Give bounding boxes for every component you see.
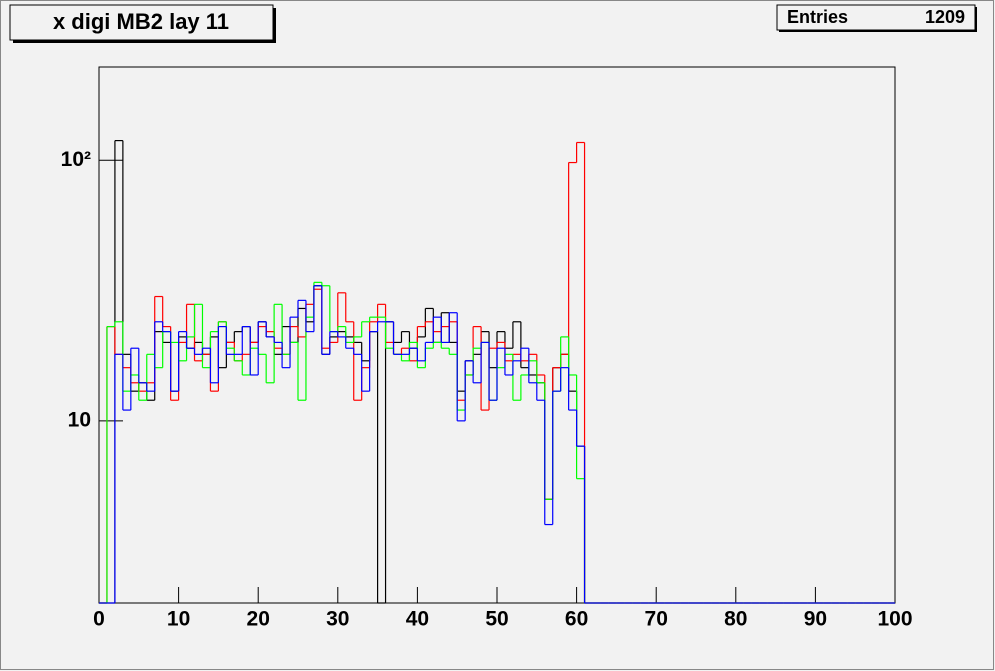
x-tick-label: 90	[804, 608, 827, 631]
x-tick-label: 60	[565, 608, 588, 631]
stats-value: 1209	[925, 7, 965, 27]
title-box	[9, 4, 274, 41]
y-tick-label: 10²	[61, 148, 91, 171]
x-tick-label: 0	[93, 608, 105, 631]
x-tick-label: 10	[167, 608, 190, 631]
x-tick-label: 30	[326, 608, 349, 631]
x-tick-label: 100	[877, 608, 912, 631]
x-tick-label: 20	[247, 608, 270, 631]
x-tick-label: 80	[724, 608, 747, 631]
chart-title: x digi MB2 lay 11	[53, 9, 229, 34]
x-tick-label: 70	[645, 608, 668, 631]
x-tick-label: 50	[485, 608, 508, 631]
stats-box	[776, 4, 976, 31]
x-tick-label: 40	[406, 608, 429, 631]
y-tick-label: 10	[68, 408, 91, 431]
stats-label: Entries	[787, 7, 848, 27]
